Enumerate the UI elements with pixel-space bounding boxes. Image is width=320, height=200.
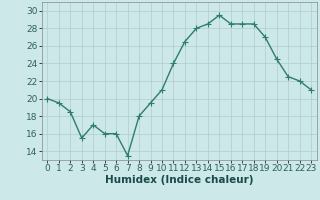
X-axis label: Humidex (Indice chaleur): Humidex (Indice chaleur) <box>105 175 253 185</box>
